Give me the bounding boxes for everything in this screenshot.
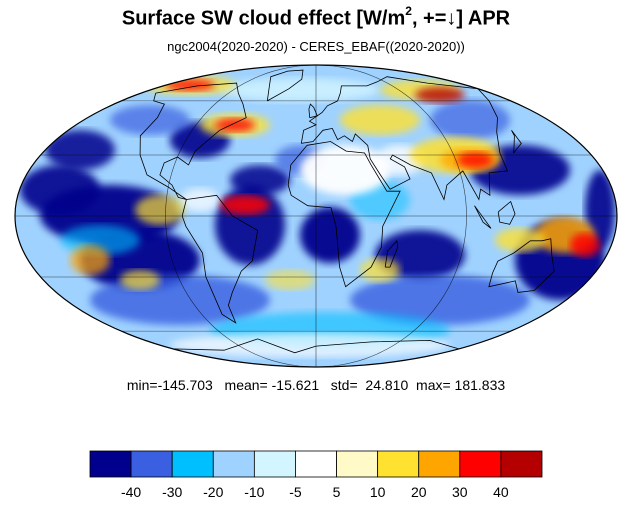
colorbar-swatch	[459, 450, 502, 478]
colorbar-tick-label: 10	[370, 484, 386, 500]
min-value: -145.703	[157, 377, 213, 393]
mean-label: mean=	[224, 377, 268, 393]
coastline	[511, 130, 522, 154]
colorbar-tick-label: 20	[411, 484, 427, 500]
coastline	[173, 338, 460, 354]
map-subtitle: ngc2004(2020-2020) - CERES_EBAF((2020-20…	[167, 39, 465, 54]
colorbar-swatch	[377, 450, 420, 478]
colorbar-swatch	[89, 450, 132, 478]
field-patch	[120, 270, 160, 290]
field-layer	[15, 65, 617, 367]
max-value: 181.833	[454, 377, 506, 393]
graticule	[15, 65, 617, 367]
field-patch	[220, 78, 380, 102]
field-patch	[340, 105, 420, 135]
coastline	[266, 69, 304, 102]
field-patch	[265, 270, 315, 290]
title-text: Surface SW cloud effect [W/m	[121, 7, 406, 30]
map-title: Surface SW cloud effect [W/m2, +=↓] APR	[0, 4, 632, 31]
field-patch	[20, 165, 100, 215]
coastline	[181, 194, 259, 324]
field-patch	[45, 130, 115, 170]
colorbar-swatch	[500, 450, 543, 478]
mollweide-map	[14, 64, 618, 368]
colorbar-tick-label: 40	[493, 484, 509, 500]
field-patch	[415, 87, 465, 103]
field-patch	[110, 105, 190, 135]
map-border	[14, 64, 618, 368]
mean-value: -15.621	[271, 377, 320, 393]
colorbar-tick-label: -10	[244, 484, 264, 500]
colorbar-swatch	[171, 450, 214, 478]
colorbar-swatch	[253, 450, 296, 478]
field-patch	[430, 100, 510, 140]
field-patch	[180, 188, 220, 212]
colorbar-tick-label: -20	[203, 484, 223, 500]
field-patch	[457, 152, 493, 168]
coastline	[139, 82, 247, 200]
colorbar-swatch	[295, 450, 337, 478]
colorbar-swatch	[336, 450, 379, 478]
field-patch	[300, 207, 360, 263]
max-label: max=	[416, 377, 451, 393]
colorbar-swatch	[418, 450, 461, 478]
colorbar-tick-label: 30	[452, 484, 468, 500]
field-patch	[360, 258, 400, 282]
std-label: std=	[330, 377, 358, 393]
field-patch	[135, 195, 185, 225]
coastline	[300, 76, 509, 201]
field-patch	[220, 195, 270, 215]
coastlines	[139, 69, 555, 354]
coastline	[497, 200, 516, 225]
colorbar-tick-label: -40	[121, 484, 141, 500]
coastline	[488, 238, 555, 293]
field-patch	[170, 333, 450, 357]
field-patch	[570, 233, 600, 257]
field-patch	[230, 165, 290, 195]
stats-line: min=-145.703 mean= -15.621 std= 24.810 m…	[0, 377, 632, 393]
colorbar-tick-label: 5	[333, 484, 341, 500]
colorbar-swatch	[130, 450, 173, 478]
field-patch	[70, 245, 110, 275]
title-suffix: , +=↓] APR	[411, 7, 511, 30]
coastline	[474, 205, 492, 229]
coastline	[384, 239, 399, 268]
colorbar-swatch	[212, 450, 255, 478]
title-superscript: 2	[405, 4, 412, 18]
colorbar-tick-label: -5	[289, 484, 302, 500]
coastline	[287, 141, 401, 288]
min-label: min=	[126, 377, 158, 393]
colorbar-tick-label: -30	[162, 484, 182, 500]
field-patch	[350, 275, 530, 325]
field-blobs	[20, 75, 615, 357]
field-patch	[215, 118, 255, 132]
std-value: 24.810	[365, 377, 409, 393]
field-patch	[495, 228, 545, 252]
